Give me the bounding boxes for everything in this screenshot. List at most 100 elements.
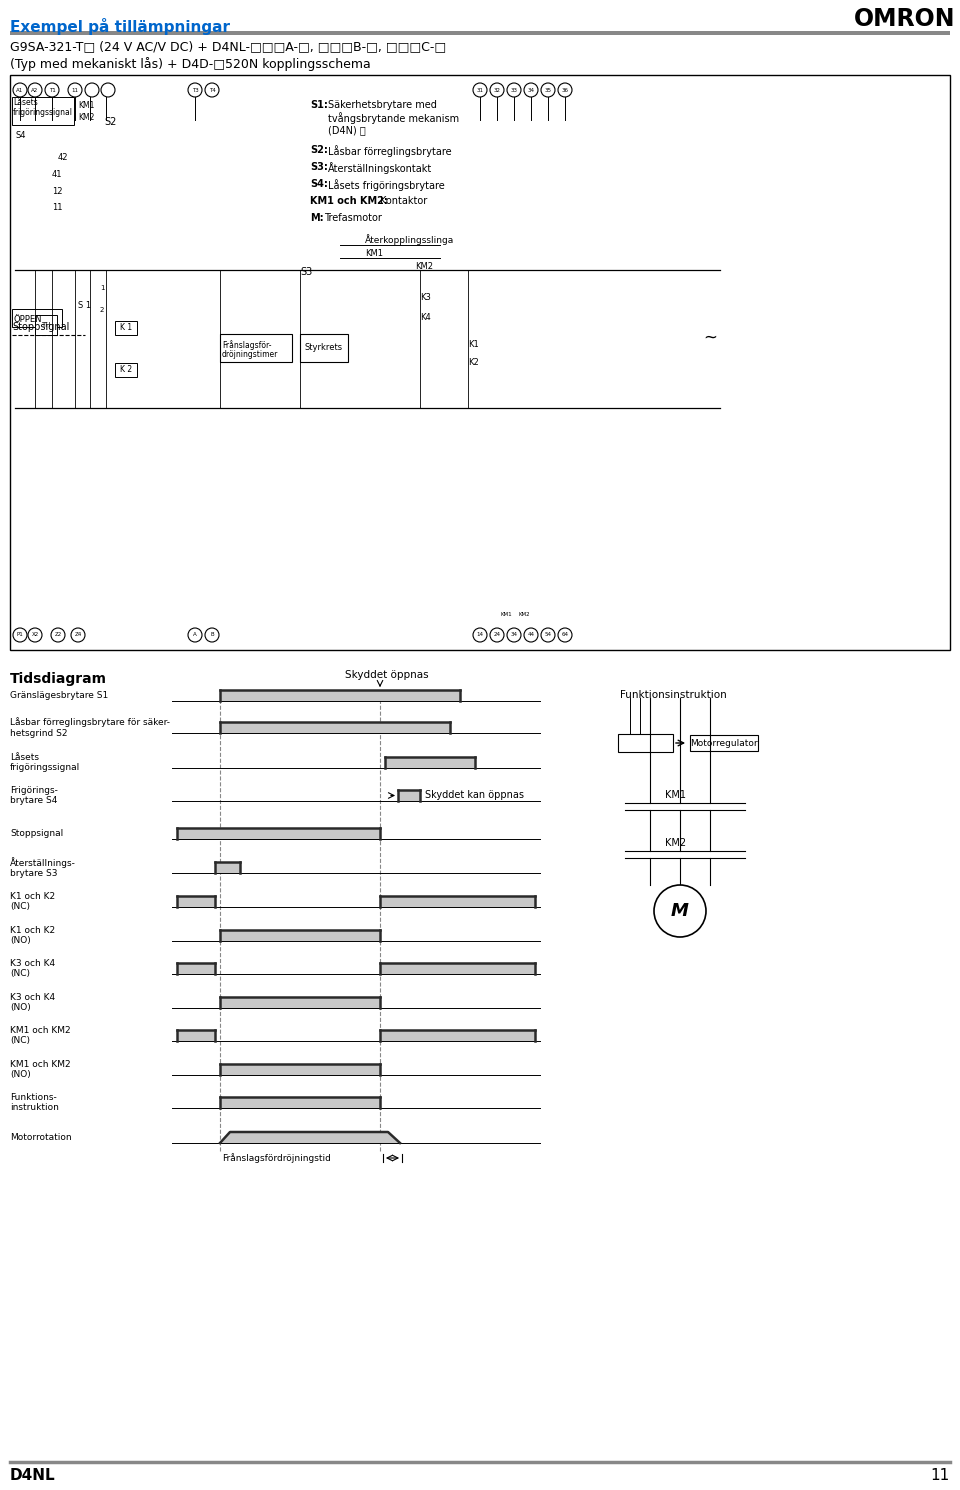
Text: G9SA-321-T□ (24 V AC/V DC) + D4NL-□□□A-□, □□□B-□, □□□C-□: G9SA-321-T□ (24 V AC/V DC) + D4NL-□□□A-□… bbox=[10, 40, 446, 54]
Text: X2: X2 bbox=[32, 632, 38, 638]
Text: Återkopplingsslinga: Återkopplingsslinga bbox=[365, 234, 454, 246]
Bar bbox=[618, 735, 673, 752]
Text: 44: 44 bbox=[527, 632, 535, 638]
Text: 14: 14 bbox=[476, 632, 484, 638]
Bar bbox=[300, 334, 348, 362]
Circle shape bbox=[72, 292, 98, 317]
Text: Skyddet öppnas: Skyddet öppnas bbox=[345, 670, 428, 679]
Text: K3 och K4
(NC): K3 och K4 (NC) bbox=[10, 958, 55, 979]
Text: Tidsdiagram: Tidsdiagram bbox=[10, 672, 107, 685]
Text: 2: 2 bbox=[100, 307, 105, 313]
Circle shape bbox=[28, 627, 42, 642]
Text: 12: 12 bbox=[52, 188, 62, 197]
Text: Låsets frigöringsbrytare: Låsets frigöringsbrytare bbox=[328, 179, 444, 191]
Text: 34: 34 bbox=[511, 632, 517, 638]
Polygon shape bbox=[220, 1132, 400, 1143]
Bar bbox=[220, 997, 380, 1009]
Circle shape bbox=[558, 83, 572, 97]
Text: Motorregulator: Motorregulator bbox=[690, 739, 757, 748]
Text: Säkerhetsbrytare med
tvångsbrytande mekanism
(D4N) Ⓢ: Säkerhetsbrytare med tvångsbrytande meka… bbox=[328, 100, 459, 136]
Text: KM1: KM1 bbox=[365, 249, 383, 258]
Text: Kontaktor: Kontaktor bbox=[380, 197, 427, 206]
Text: (Typ med mekaniskt lås) + D4D-□520N kopplingsschema: (Typ med mekaniskt lås) + D4D-□520N kopp… bbox=[10, 57, 371, 72]
Bar bbox=[398, 790, 420, 802]
Text: Styrkrets: Styrkrets bbox=[305, 343, 343, 352]
Bar bbox=[177, 1030, 215, 1042]
Bar bbox=[380, 895, 535, 907]
Text: A1: A1 bbox=[16, 88, 24, 92]
Text: K 1: K 1 bbox=[120, 323, 132, 332]
Text: 31: 31 bbox=[476, 88, 484, 92]
Text: dröjningstimer: dröjningstimer bbox=[222, 350, 278, 359]
Text: S 1: S 1 bbox=[79, 301, 91, 310]
Text: 1: 1 bbox=[100, 285, 105, 291]
Bar bbox=[115, 364, 137, 377]
Text: M:: M: bbox=[310, 213, 324, 224]
Bar bbox=[10, 74, 950, 650]
Text: T4: T4 bbox=[208, 88, 215, 92]
Text: K1 och K2
(NC): K1 och K2 (NC) bbox=[10, 893, 55, 912]
Circle shape bbox=[101, 83, 115, 97]
Bar bbox=[220, 690, 460, 700]
Text: Z2: Z2 bbox=[55, 632, 61, 638]
Circle shape bbox=[205, 627, 219, 642]
Bar bbox=[215, 863, 240, 873]
Text: T1: T1 bbox=[49, 88, 56, 92]
Bar bbox=[380, 1030, 535, 1042]
Circle shape bbox=[493, 602, 519, 627]
Text: 54: 54 bbox=[544, 632, 551, 638]
Text: KM1: KM1 bbox=[665, 790, 686, 800]
Text: Funktionsinstruktion: Funktionsinstruktion bbox=[620, 690, 727, 700]
Text: S2: S2 bbox=[104, 118, 116, 127]
Circle shape bbox=[205, 83, 219, 97]
Text: K1: K1 bbox=[468, 340, 479, 349]
Text: K2: K2 bbox=[468, 358, 479, 367]
Text: frigöringssignal: frigöringssignal bbox=[13, 107, 73, 118]
Circle shape bbox=[13, 627, 27, 642]
Text: Skyddet kan öppnas: Skyddet kan öppnas bbox=[425, 791, 524, 800]
Bar bbox=[385, 757, 475, 767]
Text: Frigörings-
brytare S4: Frigörings- brytare S4 bbox=[10, 785, 58, 805]
Bar bbox=[220, 1097, 380, 1109]
Circle shape bbox=[524, 83, 538, 97]
Text: ~: ~ bbox=[703, 329, 717, 347]
Circle shape bbox=[188, 83, 202, 97]
Circle shape bbox=[28, 83, 42, 97]
Text: KM2: KM2 bbox=[665, 837, 686, 848]
Bar bbox=[220, 723, 450, 733]
Text: 35: 35 bbox=[544, 88, 551, 92]
Text: D4NL: D4NL bbox=[10, 1468, 56, 1483]
Text: 11: 11 bbox=[931, 1468, 950, 1483]
Text: Låsbar förreglingsbrytare: Låsbar förreglingsbrytare bbox=[328, 145, 451, 156]
Text: KM2: KM2 bbox=[78, 113, 94, 122]
Circle shape bbox=[188, 627, 202, 642]
Text: Låsets
frigöringssignal: Låsets frigöringssignal bbox=[10, 752, 81, 772]
Text: Gränslägesbrytare S1: Gränslägesbrytare S1 bbox=[10, 691, 108, 700]
Text: Låsets: Låsets bbox=[13, 98, 37, 107]
Bar bbox=[115, 320, 137, 335]
Circle shape bbox=[45, 83, 59, 97]
Circle shape bbox=[541, 83, 555, 97]
Circle shape bbox=[558, 627, 572, 642]
Text: S3:: S3: bbox=[310, 162, 328, 171]
Text: M: M bbox=[671, 901, 689, 919]
Text: 42: 42 bbox=[58, 153, 68, 162]
Bar bbox=[177, 895, 215, 907]
Circle shape bbox=[68, 83, 82, 97]
Circle shape bbox=[524, 627, 538, 642]
Text: KM1 och KM2
(NO): KM1 och KM2 (NO) bbox=[10, 1059, 71, 1079]
Circle shape bbox=[473, 83, 487, 97]
Text: KM1 och KM2
(NC): KM1 och KM2 (NC) bbox=[10, 1025, 71, 1044]
Circle shape bbox=[51, 627, 65, 642]
Bar bbox=[220, 930, 380, 942]
Text: KM2: KM2 bbox=[518, 612, 530, 617]
Bar bbox=[10, 31, 950, 34]
Circle shape bbox=[507, 627, 521, 642]
Text: 11: 11 bbox=[71, 88, 79, 92]
Text: OMRON: OMRON bbox=[853, 7, 955, 31]
Bar bbox=[177, 828, 380, 839]
Bar bbox=[35, 314, 57, 335]
Text: Frånslagsfördröjningstid: Frånslagsfördröjningstid bbox=[222, 1153, 331, 1162]
Bar bbox=[380, 963, 535, 974]
Text: K 2: K 2 bbox=[120, 365, 132, 374]
